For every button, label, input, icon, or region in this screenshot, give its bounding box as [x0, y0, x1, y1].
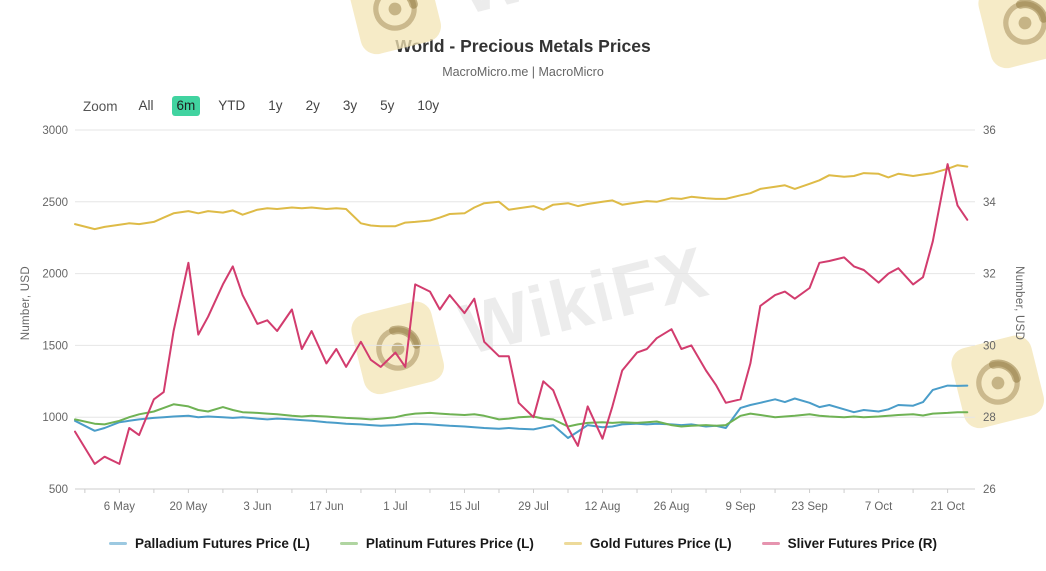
left-axis-tick-3000: 3000	[42, 125, 68, 137]
chart-legend: Palladium Futures Price (L) Platinum Futu…	[0, 536, 1046, 551]
x-axis-label-21-oct: 21 Oct	[931, 501, 966, 513]
zoom-range-button-10y[interactable]: 10y	[412, 96, 444, 116]
left-axis-tick-2000: 2000	[42, 269, 68, 281]
legend-line-icon	[109, 542, 128, 545]
left-axis-tick-1000: 1000	[42, 412, 68, 424]
legend-item-sliver-futures-price-r[interactable]: Sliver Futures Price (R)	[761, 536, 937, 551]
right-axis-tick-34: 34	[983, 197, 996, 209]
left-axis-tick-500: 500	[49, 484, 68, 496]
legend-label: Gold Futures Price (L)	[589, 536, 732, 551]
legend-item-gold-futures-price-l[interactable]: Gold Futures Price (L)	[563, 536, 732, 551]
chart-subtitle: MacroMicro.me | MacroMicro	[442, 65, 604, 79]
chart-title: World - Precious Metals Prices	[395, 36, 651, 56]
x-axis-label-17-jun: 17 Jun	[309, 501, 344, 513]
right-axis-tick-36: 36	[983, 125, 996, 137]
zoom-range-button-all[interactable]: All	[134, 96, 159, 116]
zoom-range-button-ytd[interactable]: YTD	[213, 96, 250, 116]
series-line-gold-futures-price-l	[74, 164, 969, 231]
zoom-range-button-5y[interactable]: 5y	[375, 96, 399, 116]
left-axis-tick-2500: 2500	[42, 197, 68, 209]
left-axis-tick-1500: 1500	[42, 340, 68, 352]
legend-line-icon	[563, 542, 582, 545]
x-axis-label-29-jul: 29 Jul	[518, 501, 549, 513]
legend-line-icon	[761, 542, 780, 545]
right-axis-tick-28: 28	[983, 412, 996, 424]
zoom-range-button-2y[interactable]: 2y	[301, 96, 325, 116]
series-line-platinum-futures-price-l	[74, 403, 969, 428]
series-line-sliver-futures-price-r	[74, 163, 969, 465]
x-axis-label-3-jun: 3 Jun	[243, 501, 271, 513]
zoom-bar-label: Zoom	[83, 98, 118, 114]
legend-label: Palladium Futures Price (L)	[135, 536, 310, 551]
series-line-palladium-futures-price-l	[74, 384, 969, 439]
right-axis-tick-26: 26	[983, 484, 996, 496]
right-axis-tick-32: 32	[983, 269, 996, 281]
legend-label: Sliver Futures Price (R)	[787, 536, 937, 551]
zoom-range-button-6m[interactable]: 6m	[171, 96, 201, 117]
x-axis-label-26-aug: 26 Aug	[654, 501, 690, 513]
right-axis-title: Number, USD	[1013, 266, 1025, 341]
legend-line-icon	[339, 542, 358, 545]
x-axis-label-12-aug: 12 Aug	[585, 501, 621, 513]
right-axis-tick-30: 30	[983, 340, 996, 352]
x-axis-label-9-sep: 9 Sep	[726, 501, 756, 513]
legend-item-platinum-futures-price-l[interactable]: Platinum Futures Price (L)	[339, 536, 534, 551]
legend-label: Platinum Futures Price (L)	[365, 536, 534, 551]
x-axis-label-23-sep: 23 Sep	[791, 501, 827, 513]
zoom-range-button-3y[interactable]: 3y	[338, 96, 362, 116]
x-axis-label-1-jul: 1 Jul	[383, 501, 407, 513]
x-axis-label-15-jul: 15 Jul	[449, 501, 480, 513]
x-axis-label-20-may: 20 May	[170, 501, 208, 513]
x-axis-label-6-may: 6 May	[104, 501, 136, 513]
zoom-range-button-1y[interactable]: 1y	[263, 96, 287, 116]
zoom-range-bar: Zoom All 6m YTD 1y 2y 3y 5y 10y	[83, 96, 444, 117]
legend-item-palladium-futures-price-l[interactable]: Palladium Futures Price (L)	[109, 536, 310, 551]
x-axis-label-7-oct: 7 Oct	[865, 501, 893, 513]
